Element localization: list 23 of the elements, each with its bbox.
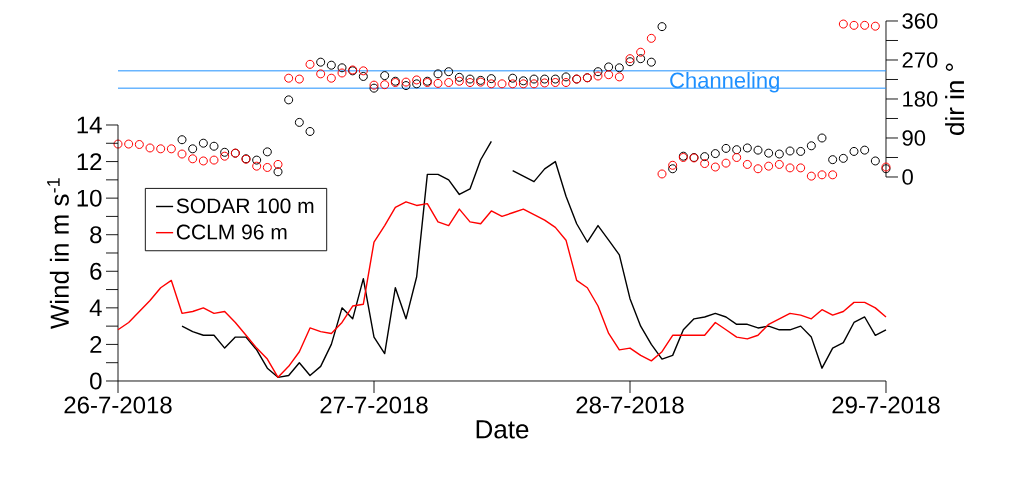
y-tick-label: 180	[903, 91, 938, 107]
ref-line-label: Channeling	[670, 72, 779, 93]
x-tick-label: 29-7-2018	[832, 396, 940, 414]
legend-label: CCLM 96 m	[176, 224, 287, 240]
x-tick-label: 27-7-2018	[320, 396, 428, 414]
y-tick-label: 90	[902, 130, 926, 146]
y-tick-label: 270	[902, 52, 938, 68]
y-tick-label: 2	[90, 336, 102, 353]
y-tick-label: 6	[90, 262, 102, 280]
x-tick-label: 26-7-2018	[64, 396, 172, 414]
x-axis-title: Date	[476, 420, 529, 439]
y-tick-label: 360	[902, 13, 938, 29]
y-axis-title: Wind in m s$^{-1}$	[47, 178, 69, 330]
y-tick-label: 0	[902, 169, 913, 185]
legend-label: SODAR 100 m	[176, 198, 314, 214]
y-tick-label: 14	[77, 116, 102, 134]
y-tick-label: 8	[90, 226, 102, 244]
y-tick-label: 12	[77, 153, 102, 170]
y-axis-title: dir in °	[945, 63, 965, 135]
x-tick-label: 28-7-2018	[576, 396, 684, 414]
y-tick-label: 0	[90, 372, 102, 390]
y-tick-label: 10	[77, 189, 102, 207]
y-tick-label: 4	[89, 299, 102, 317]
